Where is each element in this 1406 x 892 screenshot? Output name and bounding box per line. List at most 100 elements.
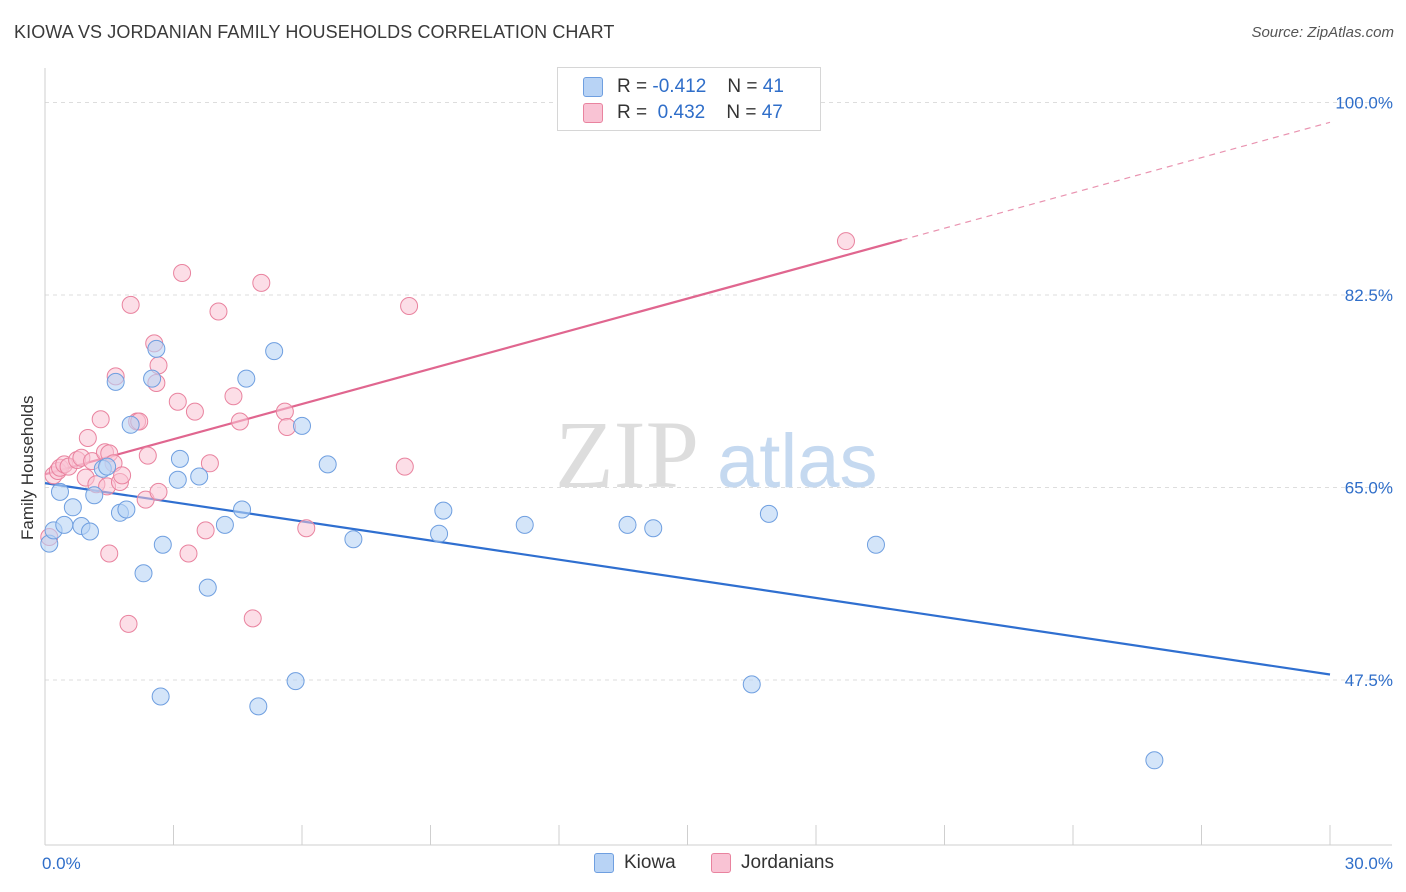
kiowa-point xyxy=(50,482,69,501)
kiowa-swatch xyxy=(594,852,614,873)
jordanians-point xyxy=(297,519,316,538)
jordanians-point xyxy=(252,273,271,292)
kiowa-trendline xyxy=(44,482,1331,676)
data-points xyxy=(40,232,1164,770)
jordanians-point xyxy=(119,614,138,633)
r-label: R = xyxy=(617,102,648,123)
watermark-zip: ZIP xyxy=(555,401,699,508)
legend-item-kiowa[interactable]: Kiowa xyxy=(594,852,676,874)
jordanians-point xyxy=(230,412,249,431)
chart-title: KIOWA VS JORDANIAN FAMILY HOUSEHOLDS COR… xyxy=(14,22,615,42)
jordanians-point xyxy=(278,418,297,436)
jordanians-point xyxy=(100,544,119,563)
legend-row-jordanians: R = 0.432 N = 47 xyxy=(583,102,783,126)
kiowa-point xyxy=(151,687,170,706)
kiowa-point xyxy=(265,342,284,361)
kiowa-point xyxy=(153,535,172,554)
x-tick-labels: 0.0% 30.0% xyxy=(42,854,1393,873)
kiowa-point xyxy=(170,449,189,468)
jordanians-point xyxy=(138,446,157,465)
r-label: R = xyxy=(617,76,648,97)
kiowa-point xyxy=(85,486,104,505)
jordanians-point xyxy=(149,482,168,501)
gridlines xyxy=(45,102,1392,681)
kiowa-point xyxy=(143,369,162,388)
kiowa-point xyxy=(198,578,217,597)
jordanians-trendline-extension xyxy=(901,121,1331,241)
jordanians-point xyxy=(91,410,110,429)
kiowa-point xyxy=(318,455,337,474)
kiowa-point xyxy=(63,498,82,517)
x-tick-label: 30.0% xyxy=(1345,854,1393,873)
kiowa-point xyxy=(515,515,534,534)
jordanians-point xyxy=(400,297,419,315)
n-label: N = xyxy=(726,102,757,123)
jordanians-point xyxy=(185,402,204,421)
kiowa-point xyxy=(644,519,663,538)
jordanians-point xyxy=(179,544,198,563)
kiowa-point xyxy=(215,515,234,534)
axes xyxy=(44,68,1392,846)
jordanians-point xyxy=(243,609,262,628)
kiowa-point xyxy=(866,535,885,554)
jordanians-point xyxy=(275,402,294,421)
kiowa-point xyxy=(237,369,256,388)
y-tick-label: 65.0% xyxy=(1345,479,1393,498)
jordanians-swatch xyxy=(583,102,603,123)
kiowa-point xyxy=(55,515,74,534)
jordanians-trendline xyxy=(44,238,902,476)
jordanians-point xyxy=(196,521,215,540)
kiowa-point xyxy=(134,564,153,583)
legend-row-kiowa: R = -0.412 N = 41 xyxy=(583,76,784,100)
jordanians-point xyxy=(173,264,192,282)
jordanians-point xyxy=(113,466,132,485)
n-value: 41 xyxy=(762,76,784,97)
jordanians-point xyxy=(224,387,243,406)
r-value: -0.412 xyxy=(652,76,707,97)
kiowa-swatch xyxy=(583,76,603,97)
trendlines xyxy=(44,121,1331,676)
series-legend: Kiowa Jordanians xyxy=(594,852,864,874)
kiowa-point xyxy=(759,504,778,523)
kiowa-point xyxy=(168,470,187,489)
jordanians-swatch xyxy=(711,852,732,873)
r-value: 0.432 xyxy=(657,102,706,123)
jordanians-point xyxy=(200,454,219,473)
kiowa-point xyxy=(434,501,453,520)
kiowa-point xyxy=(80,522,99,541)
kiowa-point xyxy=(286,672,305,691)
kiowa-point xyxy=(147,339,166,358)
legend-item-jordanians[interactable]: Jordanians xyxy=(711,852,834,874)
n-value: 47 xyxy=(761,102,783,123)
y-tick-label: 47.5% xyxy=(1345,671,1393,690)
kiowa-point xyxy=(249,697,268,716)
kiowa-point xyxy=(1145,751,1164,770)
x-tick-label: 0.0% xyxy=(42,854,81,873)
stats-legend: R = -0.412 N = 41 R = 0.432 N = 47 xyxy=(557,67,821,131)
kiowa-point xyxy=(344,530,363,549)
watermark-atlas: atlas xyxy=(717,419,878,504)
jordanians-point xyxy=(209,302,228,321)
kiowa-point xyxy=(742,675,761,694)
kiowa-point xyxy=(293,416,311,435)
kiowa-point xyxy=(106,372,125,391)
jordanians-point xyxy=(395,457,414,476)
y-tick-label: 82.5% xyxy=(1345,286,1393,305)
jordanians-point xyxy=(78,429,97,447)
kiowa-point xyxy=(618,515,637,534)
legend-label-jordanians: Jordanians xyxy=(741,852,834,873)
jordanians-point xyxy=(836,232,855,251)
y-axis-title: Family Households xyxy=(18,395,37,540)
n-label: N = xyxy=(727,76,758,97)
kiowa-point xyxy=(117,500,136,519)
jordanians-point xyxy=(121,295,140,314)
source-label: Source: ZipAtlas.com xyxy=(1251,24,1394,41)
y-tick-labels: 100.0% 82.5% 65.0% 47.5% xyxy=(1335,94,1393,691)
legend-label-kiowa: Kiowa xyxy=(624,852,676,873)
kiowa-point xyxy=(233,500,252,519)
kiowa-point xyxy=(98,457,117,476)
kiowa-point xyxy=(430,524,449,543)
kiowa-point xyxy=(121,415,140,434)
jordanians-point xyxy=(168,392,187,411)
